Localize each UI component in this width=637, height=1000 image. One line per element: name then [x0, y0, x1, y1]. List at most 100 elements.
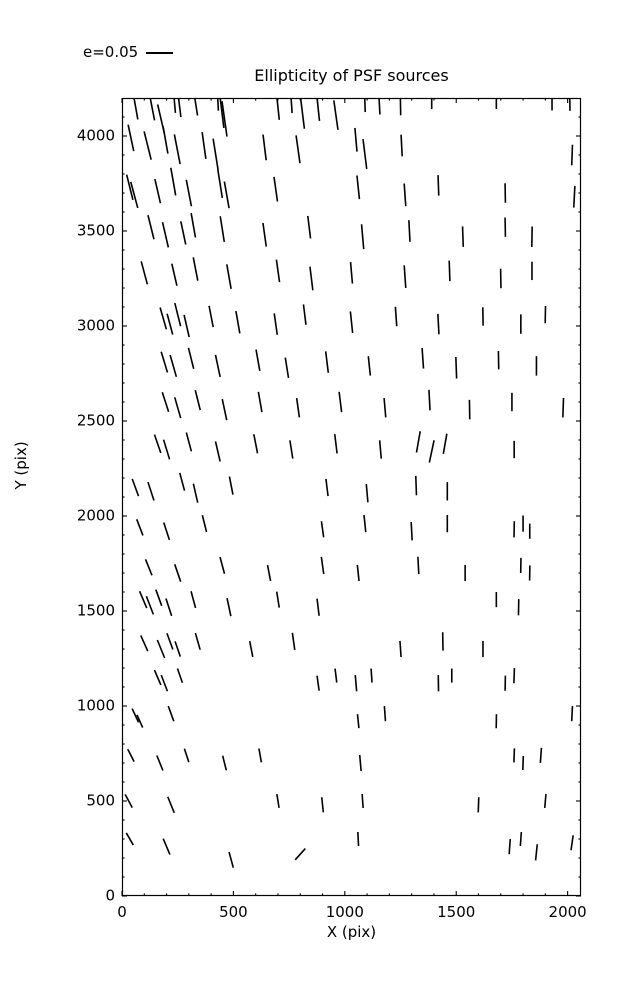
- whisker-segment: [153, 434, 162, 454]
- whisker-segment: [289, 440, 294, 459]
- whisker-segment: [294, 848, 306, 861]
- y-tick-label: 0: [105, 886, 115, 905]
- whisker-segment: [477, 797, 480, 813]
- whisker-segment: [124, 793, 133, 809]
- whisker-segment: [136, 714, 144, 728]
- whisker-segment: [320, 797, 325, 813]
- whisker-segment: [295, 135, 301, 164]
- x-tick-label: 1000: [325, 903, 364, 921]
- whisker-segment: [221, 398, 228, 421]
- whisker-segment: [190, 212, 197, 238]
- whisker-segment: [365, 483, 369, 503]
- whisker-segment: [414, 475, 418, 496]
- whisker-segment: [161, 391, 170, 413]
- whisker-segment: [543, 793, 547, 809]
- whisker-segment: [403, 183, 407, 207]
- whisker-segment: [129, 181, 139, 209]
- whisker-segment: [273, 313, 279, 335]
- y-tick-label: 1000: [76, 696, 115, 715]
- whisker-segment: [455, 356, 458, 379]
- whisker-segment: [160, 351, 169, 373]
- y-axis-label: Y (pix): [11, 441, 30, 490]
- whisker-segment: [356, 564, 360, 582]
- whisker-segment: [358, 754, 362, 772]
- whisker-segment: [383, 397, 387, 418]
- horizontal-line-icon: [146, 51, 174, 54]
- whisker-segment: [333, 434, 338, 454]
- whisker-segment: [140, 261, 149, 285]
- whisker-segment: [170, 167, 177, 196]
- whisker-segment: [273, 176, 279, 202]
- whisker-segment: [159, 307, 168, 330]
- x-tick-label: 2000: [548, 903, 587, 921]
- whisker-segment: [140, 635, 149, 652]
- whisker-segment: [349, 311, 354, 334]
- whisker-segment: [437, 313, 440, 335]
- whisker-segment: [219, 98, 225, 129]
- legend-scale-key: e=0.05: [83, 43, 174, 61]
- whisker-segment: [214, 441, 221, 462]
- whisker-segment: [194, 632, 201, 650]
- whisker-segment: [276, 793, 280, 809]
- whisker-segment: [362, 138, 368, 170]
- whisker-segment: [363, 98, 367, 113]
- axis-ticks: [121, 98, 581, 897]
- whisker-segment: [173, 564, 182, 582]
- whisker-segment: [228, 476, 234, 495]
- whisker-segment: [508, 839, 512, 855]
- whisker-segment: [519, 831, 523, 847]
- whisker-segment: [131, 708, 140, 723]
- whisker-segment: [276, 98, 281, 120]
- legend-scale-label: e=0.05: [83, 43, 139, 61]
- page-title: Ellipticity of PSF sources: [254, 66, 449, 85]
- whisker-segment: [253, 434, 259, 454]
- whisker-segment: [262, 134, 267, 161]
- whisker-segment: [370, 668, 373, 683]
- whisker-segment: [349, 261, 354, 284]
- whisker-segment: [513, 668, 516, 684]
- whisker-segment: [408, 220, 411, 242]
- whisker-segment: [284, 357, 290, 379]
- whisker-segment: [400, 134, 403, 157]
- whisker-segment: [153, 669, 162, 686]
- whisker-segment: [562, 397, 565, 418]
- whisker-segment: [442, 433, 448, 455]
- whisker-segment: [147, 481, 155, 501]
- whisker-segment: [325, 478, 329, 497]
- whisker-segment: [145, 595, 155, 615]
- whisker-segment: [125, 832, 135, 846]
- whisker-segment: [428, 440, 435, 463]
- whisker-segment: [266, 564, 272, 582]
- whisker-segment: [187, 347, 195, 369]
- whisker-segment: [320, 521, 325, 538]
- x-axis-label: X (pix): [326, 923, 377, 941]
- whisker-segment: [290, 98, 293, 114]
- whisker-segment: [180, 221, 187, 245]
- whisker-layer: [124, 98, 576, 868]
- whisker-segment: [162, 125, 169, 154]
- whisker-segment: [338, 391, 343, 413]
- whisker-segment: [295, 397, 301, 418]
- whisker-segment: [367, 356, 372, 376]
- whisker-segment: [378, 440, 383, 459]
- whisker-segment: [570, 835, 574, 851]
- whisker-segment: [258, 748, 263, 763]
- whisker-segment: [363, 514, 367, 533]
- whisker-segment: [306, 215, 312, 239]
- whisker-segment: [174, 302, 182, 327]
- whisker-segment: [235, 310, 241, 334]
- whisker-segment: [166, 313, 174, 335]
- whisker-segment: [354, 675, 358, 692]
- whisker-segment: [149, 98, 156, 121]
- whisker-segment: [228, 851, 235, 868]
- whisker-segment: [135, 519, 144, 536]
- whisker-segment: [275, 591, 281, 608]
- whisker-segment: [361, 793, 364, 809]
- whisker-segment: [160, 674, 169, 692]
- whisker-segment: [357, 831, 360, 847]
- whisker-segment: [214, 354, 221, 378]
- whisker-segment: [320, 556, 325, 575]
- whisker-segment: [226, 598, 232, 617]
- whisker-segment: [570, 706, 574, 722]
